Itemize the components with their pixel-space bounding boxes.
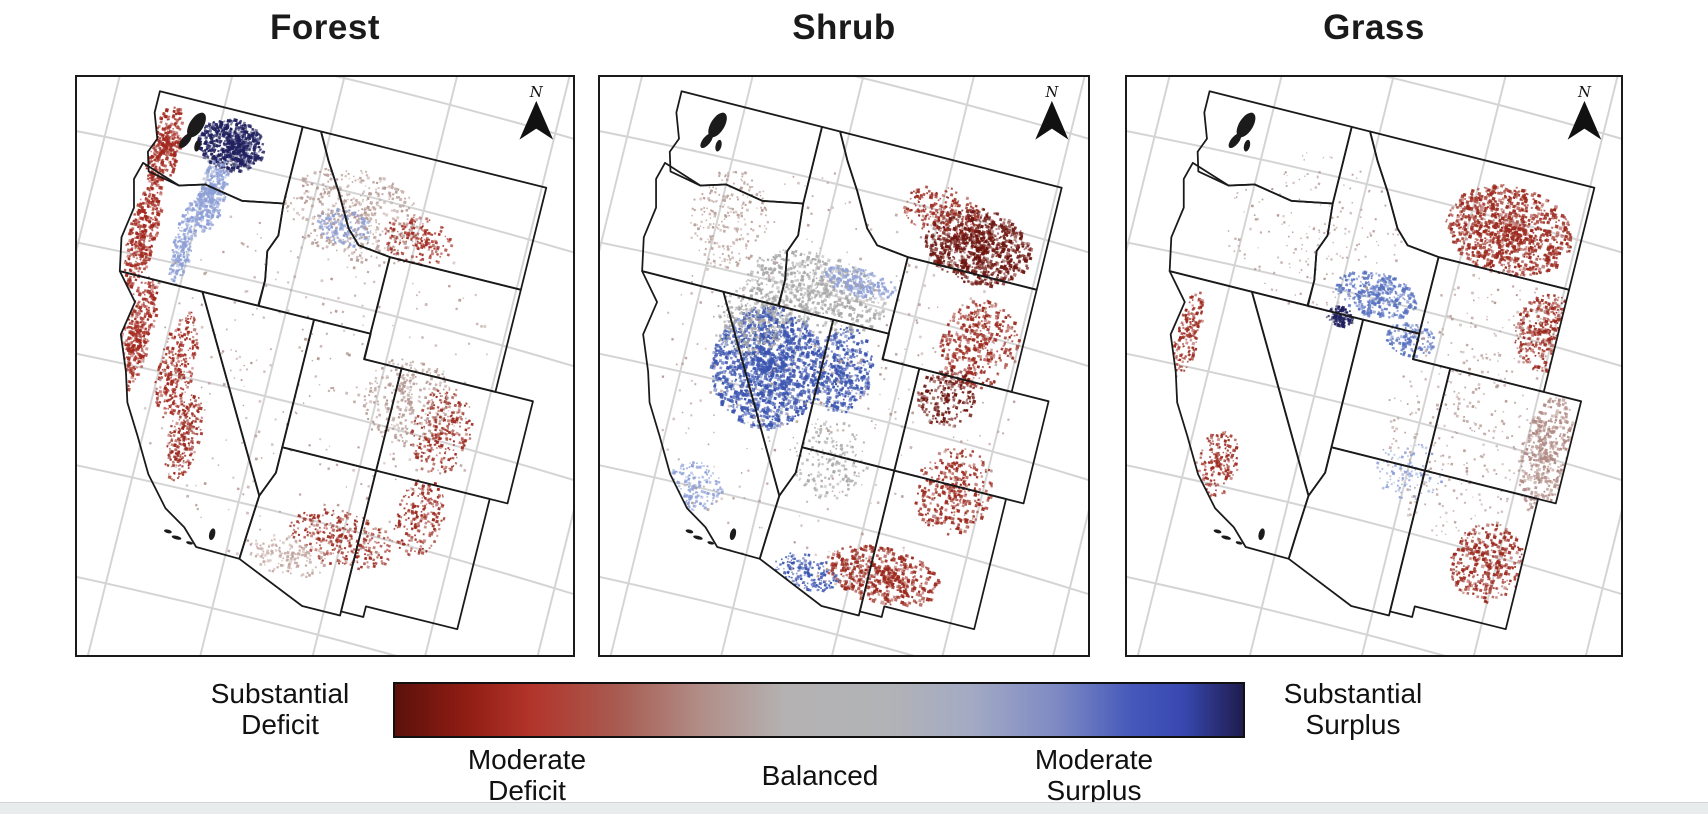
- legend-label-balanced: Balanced: [761, 759, 879, 791]
- north-arrow-icon: N: [519, 83, 554, 140]
- state-borders: [1168, 90, 1596, 631]
- north-arrow-icon: N: [1035, 84, 1069, 140]
- legend-label-substantial-deficit: Substantial Deficit: [210, 678, 350, 740]
- raster-shrub: [649, 170, 1034, 608]
- graticule-lines: [77, 77, 573, 655]
- legend-label-moderate-surplus: Moderate Surplus: [1034, 744, 1154, 806]
- raster-grass: [1171, 152, 1577, 604]
- north-arrow-icon: N: [1567, 83, 1602, 140]
- legend-label-moderate-deficit: Moderate Deficit: [467, 744, 587, 806]
- map-panel-forest: N: [75, 75, 575, 657]
- panel-title-forest: Forest: [270, 8, 380, 47]
- water-bodies: [164, 112, 216, 545]
- map-panel-shrub: N: [598, 75, 1090, 657]
- graticule-lines: [600, 77, 1088, 655]
- legend-label-substantial-surplus: Substantial Surplus: [1283, 678, 1423, 740]
- water-bodies: [685, 112, 737, 545]
- legend-colorbar: [393, 682, 1245, 738]
- panel-title-grass: Grass: [1323, 8, 1425, 47]
- graticule-lines: [1127, 77, 1621, 655]
- raster-forest: [114, 106, 488, 579]
- state-borders: [641, 90, 1063, 631]
- water-bodies: [1213, 112, 1265, 545]
- map-panel-grass: N: [1125, 75, 1623, 657]
- state-borders: [118, 90, 548, 631]
- panel-title-shrub: Shrub: [792, 8, 896, 47]
- window-bottom-edge: [0, 802, 1708, 814]
